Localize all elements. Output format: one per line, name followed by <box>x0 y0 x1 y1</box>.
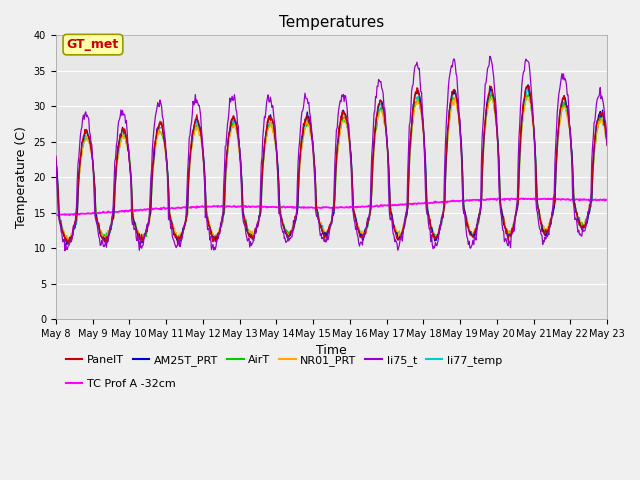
li77_temp <box>62 237 70 242</box>
AirT <box>64 239 72 245</box>
TC Prof A -32cm <box>52 212 60 218</box>
li75_t <box>61 248 69 253</box>
AM25T_PRT <box>63 241 70 247</box>
li75_t <box>415 66 423 72</box>
PanelT <box>415 91 423 96</box>
AM25T_PRT <box>120 126 127 132</box>
Line: AirT: AirT <box>56 95 607 242</box>
AirT <box>399 226 407 232</box>
li75_t <box>399 229 407 235</box>
Line: li77_temp: li77_temp <box>56 89 607 243</box>
li77_temp <box>138 240 145 246</box>
Line: li75_t: li75_t <box>56 56 607 251</box>
PanelT <box>486 83 493 89</box>
AirT <box>52 156 60 162</box>
NR01_PRT <box>62 234 70 240</box>
li75_t <box>63 246 70 252</box>
PanelT <box>62 235 70 241</box>
TC Prof A -32cm <box>415 201 423 206</box>
TC Prof A -32cm <box>399 202 407 207</box>
li75_t <box>52 154 60 159</box>
AirT <box>175 233 183 239</box>
li75_t <box>604 143 611 148</box>
Line: NR01_PRT: NR01_PRT <box>56 97 607 240</box>
Title: Temperatures: Temperatures <box>279 15 384 30</box>
li75_t <box>175 237 183 243</box>
Text: GT_met: GT_met <box>67 38 119 51</box>
AirT <box>488 92 496 97</box>
TC Prof A -32cm <box>120 208 127 214</box>
AM25T_PRT <box>399 228 407 234</box>
PanelT <box>118 126 126 132</box>
AirT <box>120 132 127 137</box>
NR01_PRT <box>175 236 183 242</box>
AM25T_PRT <box>52 156 60 162</box>
AirT <box>205 217 212 223</box>
NR01_PRT <box>451 94 459 100</box>
AM25T_PRT <box>175 238 183 244</box>
li77_temp <box>175 236 183 241</box>
li77_temp <box>604 142 611 148</box>
AM25T_PRT <box>205 218 212 224</box>
Line: PanelT: PanelT <box>56 86 607 246</box>
X-axis label: Time: Time <box>316 344 347 357</box>
TC Prof A -32cm <box>175 205 183 211</box>
li75_t <box>486 53 493 59</box>
li77_temp <box>399 227 407 232</box>
PanelT <box>175 236 183 242</box>
PanelT <box>52 153 60 159</box>
Line: TC Prof A -32cm: TC Prof A -32cm <box>56 198 607 216</box>
NR01_PRT <box>120 130 127 135</box>
TC Prof A -32cm <box>54 213 61 218</box>
AM25T_PRT <box>524 82 532 88</box>
PanelT <box>399 225 407 231</box>
li77_temp <box>524 86 531 92</box>
Legend: TC Prof A -32cm: TC Prof A -32cm <box>61 374 180 393</box>
PanelT <box>205 222 212 228</box>
NR01_PRT <box>205 223 212 228</box>
TC Prof A -32cm <box>604 197 611 203</box>
TC Prof A -32cm <box>520 195 527 201</box>
NR01_PRT <box>415 100 423 106</box>
li77_temp <box>415 97 423 103</box>
NR01_PRT <box>101 238 109 243</box>
NR01_PRT <box>604 142 611 147</box>
AM25T_PRT <box>415 92 423 97</box>
li77_temp <box>118 127 126 133</box>
AirT <box>415 98 423 104</box>
PanelT <box>174 243 182 249</box>
TC Prof A -32cm <box>205 204 212 210</box>
AM25T_PRT <box>62 237 70 242</box>
NR01_PRT <box>399 222 407 228</box>
NR01_PRT <box>52 157 60 163</box>
TC Prof A -32cm <box>63 212 70 217</box>
PanelT <box>604 142 611 148</box>
li77_temp <box>52 156 60 162</box>
Y-axis label: Temperature (C): Temperature (C) <box>15 126 28 228</box>
li77_temp <box>205 221 212 227</box>
AirT <box>604 142 611 148</box>
li75_t <box>120 112 127 118</box>
AirT <box>62 237 70 242</box>
AM25T_PRT <box>604 139 611 145</box>
li75_t <box>205 226 212 231</box>
Line: AM25T_PRT: AM25T_PRT <box>56 85 607 244</box>
